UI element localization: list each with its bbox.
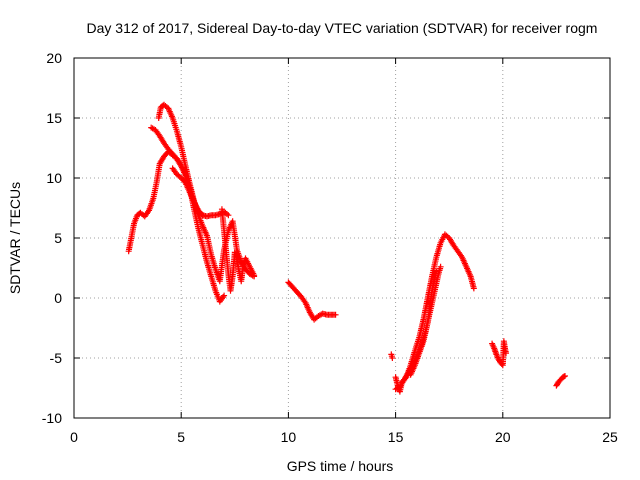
series-trace-7	[388, 351, 396, 361]
y-tick-label: -10	[42, 410, 62, 426]
y-tick-label: 15	[46, 110, 62, 126]
data-point	[198, 211, 205, 217]
y-tick-label: 10	[46, 170, 62, 186]
tick-labels: 0 5 10 15 20 25 -10 -5 0 5 10 15 20	[42, 50, 618, 445]
data-point	[225, 212, 232, 219]
series-trace-11	[489, 338, 510, 369]
data-point	[332, 311, 339, 318]
data-point	[389, 355, 396, 361]
x-axis-label: GPS time / hours	[287, 458, 394, 474]
data-point	[470, 285, 477, 292]
data-point	[221, 292, 228, 299]
y-tick-label: 0	[54, 290, 62, 306]
axes	[73, 57, 611, 419]
y-tick-label: 5	[54, 230, 62, 246]
data-point	[433, 268, 440, 275]
data-point	[561, 373, 568, 379]
series-trace-3	[155, 101, 258, 285]
x-tick-label: 5	[177, 429, 185, 445]
series-trace-12	[553, 373, 568, 389]
x-tick-label: 25	[602, 429, 618, 445]
y-tick-label: 20	[46, 50, 62, 66]
grid-lines	[74, 58, 610, 418]
series-trace-6	[285, 279, 339, 323]
series-trace-8	[392, 231, 477, 395]
data-point	[503, 350, 510, 357]
series-trace-10	[407, 268, 440, 378]
data-point	[199, 212, 206, 219]
data-point	[437, 263, 444, 270]
series-trace-4	[169, 165, 206, 219]
data-point	[251, 272, 258, 279]
x-tick-label: 20	[495, 429, 511, 445]
series-trace-5	[218, 206, 258, 294]
y-tick-label: -5	[50, 350, 63, 366]
x-tick-label: 10	[281, 429, 297, 445]
data-points	[125, 101, 568, 395]
x-tick-label: 0	[70, 429, 78, 445]
y-axis-label: SDTVAR / TECUs	[7, 182, 23, 294]
x-tick-label: 15	[388, 429, 404, 445]
chart-title: Day 312 of 2017, Sidereal Day-to-day VTE…	[87, 20, 598, 36]
